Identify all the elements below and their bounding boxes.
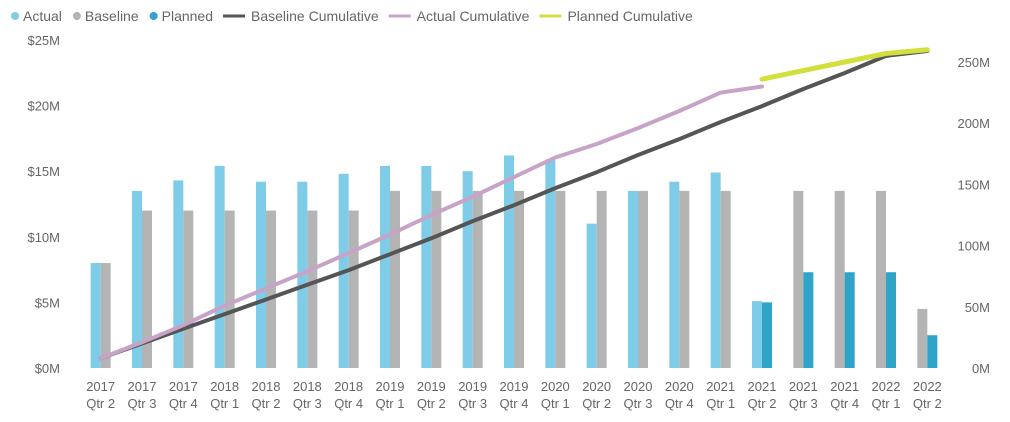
line-planned-cumulative xyxy=(759,47,930,82)
y-right-tick-label: 100M xyxy=(957,239,990,254)
bar-baseline xyxy=(917,308,928,368)
x-tick-label: 2020 Qtr 2 xyxy=(582,379,611,411)
y-right-tick-label: 50M xyxy=(965,300,990,315)
bar-actual xyxy=(214,165,225,368)
x-tick-label: 2018 Qtr 4 xyxy=(334,379,363,411)
x-tick-label: 2021 Qtr 4 xyxy=(830,379,859,411)
bar-actual xyxy=(173,180,184,368)
y-left-tick-label: $5M xyxy=(35,295,60,310)
lines-layer xyxy=(98,47,930,361)
bar-actual xyxy=(628,190,638,368)
y-left-tick-label: $0M xyxy=(35,361,60,376)
bar-actual xyxy=(545,159,556,368)
bar-baseline xyxy=(390,190,400,368)
x-tick-label: 2022 Qtr 1 xyxy=(872,379,901,411)
x-tick-label: 2022 Qtr 2 xyxy=(913,379,942,411)
y-left-tick-label: $20M xyxy=(27,99,60,114)
y-left-tick-label: $10M xyxy=(27,230,60,245)
legend-item[interactable]: Baseline xyxy=(72,8,139,24)
bar-planned xyxy=(803,272,814,368)
y-right-tick-label: 250M xyxy=(957,55,990,70)
y-axis-left: $0M $5M $10M $15M $20M $25M xyxy=(27,33,60,376)
legend-label: Actual Cumulative xyxy=(417,8,530,24)
bar-baseline xyxy=(876,190,886,368)
x-tick-label: 2021 Qtr 3 xyxy=(789,379,818,411)
legend-item[interactable]: Baseline Cumulative xyxy=(223,8,379,24)
bar-baseline xyxy=(100,263,111,368)
bar-baseline xyxy=(266,210,276,368)
bar-actual xyxy=(586,223,597,368)
line-baseline-cumulative xyxy=(98,49,930,361)
bar-baseline xyxy=(431,190,442,368)
legend-item[interactable]: Actual Cumulative xyxy=(388,8,530,24)
x-tick-label: 2019 Qtr 3 xyxy=(458,379,487,411)
bar-baseline xyxy=(720,190,731,368)
bar-baseline xyxy=(679,190,690,368)
bar-baseline xyxy=(514,190,524,368)
y-left-tick-label: $15M xyxy=(27,164,60,179)
bar-planned xyxy=(762,302,772,368)
x-tick-label: 2017 Qtr 2 xyxy=(86,379,115,411)
x-tick-label: 2018 Qtr 2 xyxy=(252,379,281,411)
bar-baseline xyxy=(638,190,648,368)
bar-actual xyxy=(710,172,721,368)
bar-baseline xyxy=(555,190,566,368)
y-axis-right: 0M 50M 100M 150M 200M 250M xyxy=(957,55,990,376)
bar-baseline xyxy=(224,210,235,368)
bar-planned xyxy=(927,335,938,368)
x-tick-label: 2021 Qtr 2 xyxy=(748,379,777,411)
legend-label: Planned Cumulative xyxy=(567,8,693,24)
legend-label: Planned xyxy=(162,8,213,24)
bar-baseline xyxy=(183,210,194,368)
x-tick-label: 2020 Qtr 4 xyxy=(665,379,694,411)
bars-layer xyxy=(90,155,938,368)
legend-label: Baseline xyxy=(85,8,139,24)
legend-label: Baseline Cumulative xyxy=(251,8,379,24)
legend-item[interactable]: Actual xyxy=(11,8,62,24)
bar-actual xyxy=(380,165,390,368)
x-tick-label: 2017 Qtr 3 xyxy=(128,379,157,411)
x-tick-label: 2020 Qtr 1 xyxy=(541,379,570,411)
legend-label: Actual xyxy=(23,8,62,24)
x-tick-label: 2018 Qtr 3 xyxy=(293,379,322,411)
legend-item[interactable]: Planned Cumulative xyxy=(539,8,693,24)
bar-baseline xyxy=(472,190,483,368)
y-right-tick-label: 150M xyxy=(957,177,990,192)
legend: Actual Baseline Planned Baseline Cumulative… xyxy=(11,8,693,24)
x-tick-label: 2018 Qtr 1 xyxy=(210,379,239,411)
bar-actual xyxy=(90,263,101,368)
x-axis: 2017 Qtr 2 2017 Qtr 3 2017 Qtr 4 2018 Qtr 1 2018… xyxy=(86,379,942,411)
bar-baseline xyxy=(142,210,152,368)
x-tick-label: 2020 Qtr 3 xyxy=(624,379,653,411)
x-tick-label: 2019 Qtr 4 xyxy=(500,379,529,411)
bar-planned xyxy=(886,272,896,368)
y-right-tick-label: 200M xyxy=(957,116,990,131)
bar-actual xyxy=(421,165,432,368)
bar-baseline xyxy=(834,190,845,368)
bar-actual xyxy=(132,190,142,368)
legend-marker xyxy=(149,12,158,20)
bar-baseline xyxy=(793,190,804,368)
bar-actual xyxy=(256,181,266,368)
bar-actual xyxy=(752,301,762,368)
x-tick-label: 2017 Qtr 4 xyxy=(169,379,198,411)
y-left-tick-label: $25M xyxy=(27,33,60,48)
x-tick-label: 2019 Qtr 1 xyxy=(376,379,405,411)
x-tick-label: 2019 Qtr 2 xyxy=(417,379,446,411)
bar-actual xyxy=(504,155,514,368)
line-actual-cumulative xyxy=(98,84,764,361)
bar-actual xyxy=(462,171,473,368)
legend-item[interactable]: Planned xyxy=(149,8,213,24)
x-tick-label: 2021 Qtr 1 xyxy=(706,379,735,411)
bar-planned xyxy=(844,272,855,368)
y-right-tick-label: 0M xyxy=(972,361,990,376)
bar-baseline xyxy=(307,210,318,368)
legend-marker xyxy=(72,12,81,20)
bar-baseline xyxy=(596,190,607,368)
bar-baseline xyxy=(348,210,359,368)
legend-marker xyxy=(11,12,19,20)
bar-actual xyxy=(669,181,680,368)
